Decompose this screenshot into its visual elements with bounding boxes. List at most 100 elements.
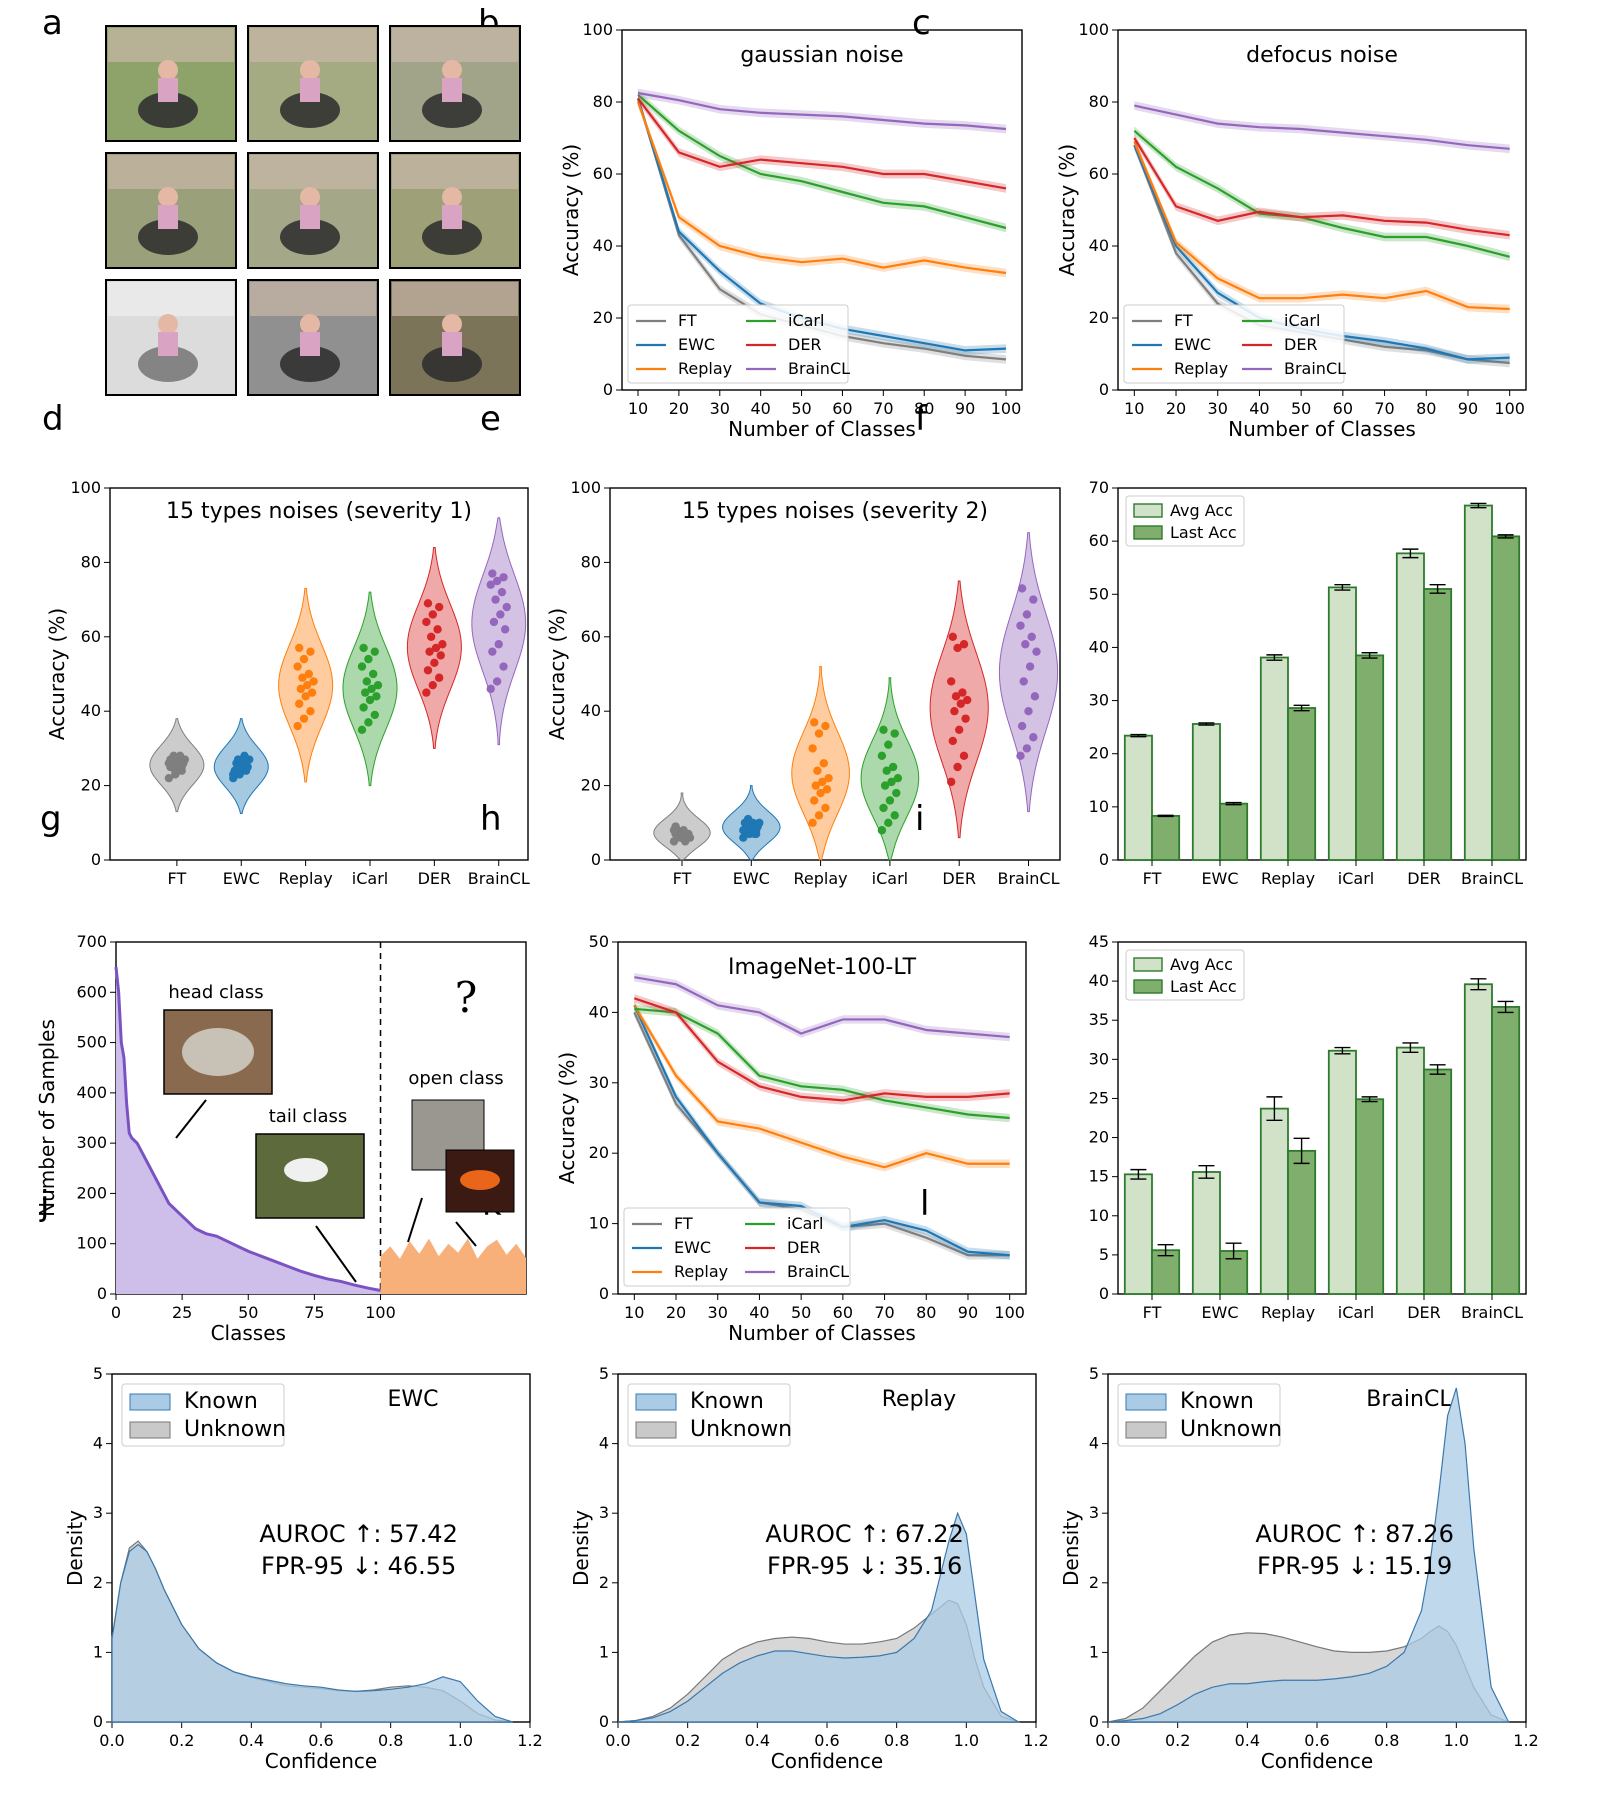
- data-point-iCarl: [367, 684, 376, 694]
- y-tick-label: 80: [593, 92, 613, 111]
- series-line-Replay: [636, 101, 1007, 275]
- thumbnail-sky: [108, 282, 234, 316]
- thumbnail-scooter: [280, 92, 340, 128]
- x-tick-label: FT: [1143, 869, 1162, 888]
- data-point-EWC: [230, 766, 240, 775]
- y-tick-label: 4: [599, 1434, 609, 1453]
- bar-Avg-Acc-Replay: [1259, 1107, 1289, 1295]
- chart-title: ImageNet-100-LT: [728, 955, 917, 980]
- thumbnail-rider: [300, 187, 320, 207]
- data-point-iCarl: [884, 740, 893, 749]
- thumbnail-rider-body: [300, 332, 320, 356]
- legend-entry-Unknown: Unknown: [1180, 1417, 1282, 1442]
- y-tick-label: 100: [570, 478, 601, 497]
- density-known: [111, 1543, 513, 1723]
- plot-frame: [621, 29, 1023, 391]
- legend-box: [623, 1207, 851, 1287]
- data-point-iCarl: [882, 766, 891, 775]
- data-point-Replay: [808, 818, 817, 827]
- data-point-Replay: [814, 811, 824, 820]
- data-point-DER: [426, 632, 436, 641]
- legend-entry-Unknown: Unknown: [184, 1417, 286, 1442]
- x-axis-label: Confidence: [265, 1749, 377, 1773]
- long-tail-line: [114, 966, 381, 1292]
- thumbnail-rider-body: [442, 205, 462, 229]
- data-point-DER: [431, 643, 441, 653]
- question-mark: ?: [455, 973, 478, 1022]
- panel-g: 0 25 50 75 100 0 100 200 300 400 500 600 700 Classes N…: [35, 932, 527, 1345]
- data-point-Replay: [299, 714, 309, 723]
- x-tick-label: 0: [111, 1303, 121, 1322]
- legend-entry-EWC: EWC: [1174, 335, 1211, 354]
- data-point-BrainCL: [1021, 640, 1030, 649]
- x-tick-label: 0.4: [239, 1731, 264, 1750]
- y-tick-label: 2: [93, 1573, 103, 1592]
- data-point-iCarl: [373, 680, 383, 690]
- bar-Avg-Acc-BrainCL: [1463, 983, 1493, 1295]
- y-tick-label: 20: [593, 308, 613, 327]
- thumbnail-rider: [442, 60, 462, 80]
- density-known: [617, 1511, 1021, 1723]
- thumbnail-rider-body: [442, 332, 462, 356]
- y-tick-label: 15: [1089, 1167, 1109, 1186]
- thumbnail-rider: [442, 187, 462, 207]
- annotation-arrow: [315, 1225, 357, 1283]
- y-tick-label: 30: [589, 1073, 609, 1092]
- data-point-DER: [433, 625, 442, 634]
- legend-swatch-Unknown: [129, 1421, 171, 1439]
- x-tick-label: 30: [710, 399, 730, 418]
- fpr-annotation: FPR-95 ↓: 35.16: [767, 1552, 962, 1580]
- y-tick-label: 0: [93, 1712, 103, 1731]
- x-tick-label: iCarl: [1338, 869, 1374, 888]
- data-point-DER: [430, 658, 439, 668]
- y-axis-label: Accuracy (%): [559, 144, 583, 276]
- head-class-image-animal: [182, 1028, 254, 1076]
- x-tick-label: 100: [1494, 399, 1525, 418]
- y-tick-label: 0: [1099, 380, 1109, 399]
- thumbnail-rider: [158, 60, 178, 80]
- x-tick-label: 30: [708, 1303, 728, 1322]
- data-point-iCarl: [892, 788, 901, 798]
- x-tick-label: FT: [168, 869, 187, 888]
- x-tick-label: FT: [1143, 1303, 1162, 1322]
- legend-swatch-Known: [1125, 1393, 1167, 1411]
- data-point-Replay: [301, 692, 310, 701]
- x-tick-label: 80: [916, 1303, 936, 1322]
- series-line-BrainCL: [637, 91, 1007, 131]
- data-point-BrainCL: [486, 580, 495, 589]
- y-tick-label: 2: [599, 1573, 609, 1592]
- data-point-EWC: [739, 833, 748, 842]
- thumbnail-sky: [108, 155, 234, 189]
- x-tick-label: EWC: [223, 869, 260, 888]
- legend-entry-BrainCL: BrainCL: [1284, 359, 1346, 378]
- y-axis-label: Number of Samples: [35, 1019, 59, 1217]
- x-tick-label: 0.6: [308, 1731, 333, 1750]
- data-point-Replay: [309, 677, 318, 686]
- data-point-iCarl: [364, 654, 373, 664]
- x-tick-label: 1.0: [448, 1731, 473, 1750]
- panel-c: 10 20 30 40 50 60 70 80 90 100 0 20 40 60 80 100 Number …: [1055, 20, 1527, 441]
- legend-swatch-Last-Acc: [1133, 525, 1163, 540]
- auroc-annotation: AUROC ↑: 87.26: [1255, 1520, 1453, 1548]
- series-line-iCarl: [637, 93, 1007, 230]
- data-point-DER: [434, 673, 444, 682]
- legend-swatch-Known: [129, 1393, 171, 1411]
- y-tick-label: 60: [593, 164, 613, 183]
- series-band-DER: [634, 994, 1010, 1105]
- bar-Avg-Acc-DER: [1395, 552, 1425, 861]
- noise-thumbnail: [247, 25, 379, 142]
- auroc-annotation: AUROC ↑: 57.42: [259, 1520, 457, 1548]
- legend-entry-Replay: Replay: [674, 1262, 728, 1281]
- data-point-Replay: [298, 673, 307, 682]
- data-point-BrainCL: [488, 647, 497, 656]
- thumbnail-scooter: [280, 346, 340, 382]
- y-axis-label: Accuracy (%): [45, 608, 69, 740]
- y-tick-label: 60: [1089, 531, 1109, 550]
- x-tick-label: 0.4: [745, 1731, 770, 1750]
- y-tick-label: 0: [1089, 1712, 1099, 1731]
- y-tick-label: 100: [76, 1234, 107, 1253]
- data-point-DER: [948, 632, 957, 641]
- y-tick-label: 30: [1089, 1049, 1109, 1068]
- x-tick-label: DER: [1407, 1303, 1441, 1322]
